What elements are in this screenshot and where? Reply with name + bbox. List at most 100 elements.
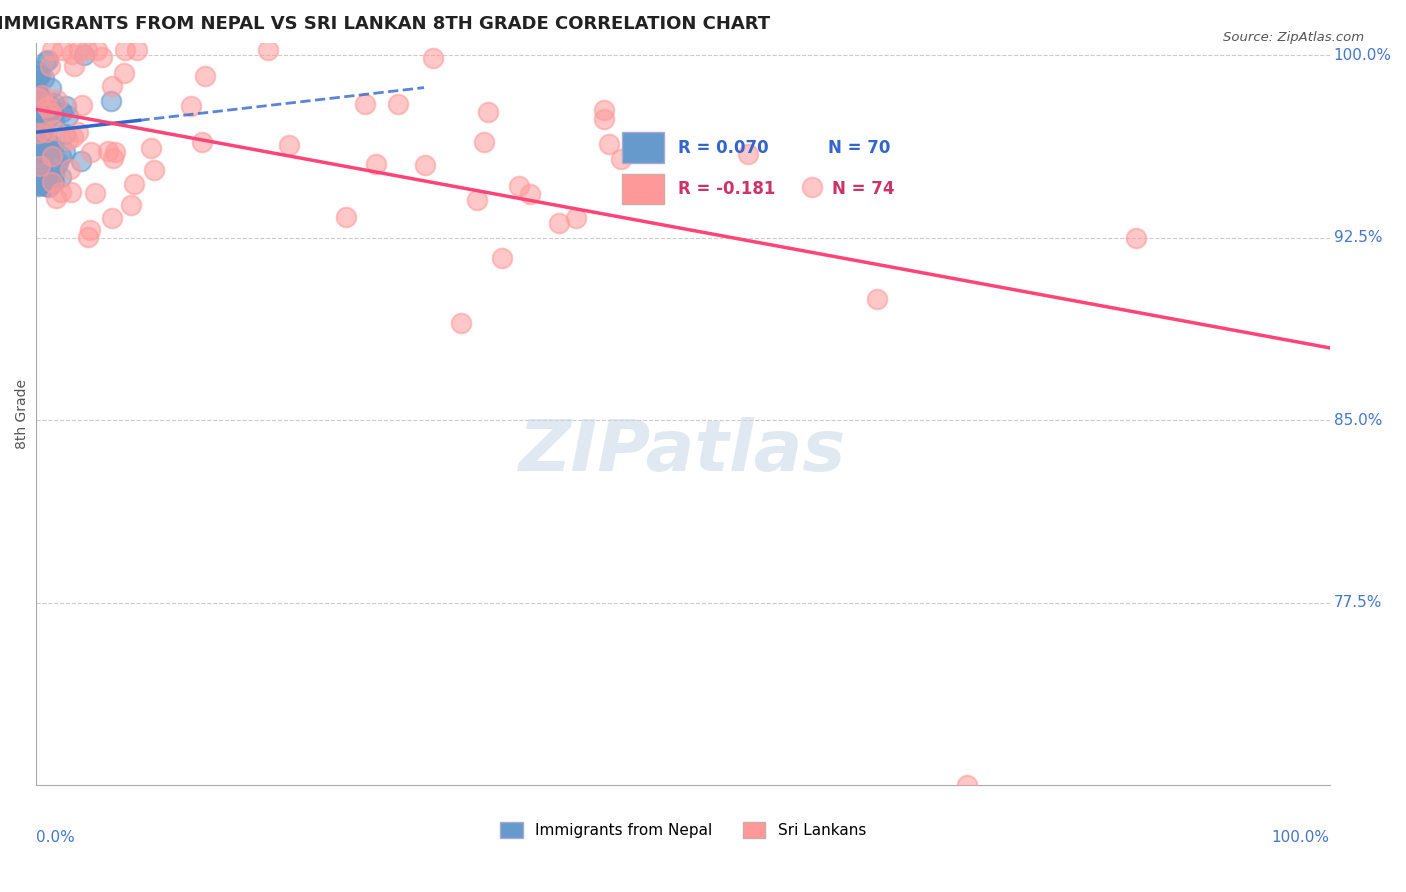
Point [41, 149, 63, 163]
Point [120, 198, 142, 212]
Point [28, 123, 51, 137]
Y-axis label: 8th Grade: 8th Grade [15, 379, 30, 449]
Point [27, 69, 49, 83]
Point [56, 133, 79, 147]
Point [27, 91, 49, 105]
Point [31, 159, 53, 173]
Point [41, 43, 63, 57]
Point [30, 178, 52, 192]
Point [27, 87, 49, 101]
Point [42, 95, 65, 110]
Point [42, 113, 65, 128]
Point [31, 139, 53, 153]
Point [80, 145, 103, 160]
Point [519, 186, 541, 201]
Point [422, 51, 444, 65]
Text: 100.0%: 100.0% [1272, 830, 1330, 845]
Point [1125, 231, 1147, 245]
Point [508, 178, 530, 193]
Point [30, 155, 52, 169]
Point [97, 144, 120, 158]
Point [387, 96, 409, 111]
Point [44, 175, 66, 189]
Point [51, 43, 73, 57]
Point [28, 68, 51, 82]
Point [593, 112, 616, 127]
Point [27, 126, 49, 140]
Point [413, 158, 436, 172]
Point [25, 128, 48, 143]
Point [472, 136, 495, 150]
Point [25, 108, 48, 122]
Point [30, 176, 52, 190]
Point [491, 251, 513, 265]
Point [70, 153, 93, 168]
Point [53, 145, 76, 159]
Point [86, 43, 108, 57]
Point [592, 103, 614, 118]
Point [49, 169, 72, 184]
Point [37, 112, 59, 126]
Point [27, 178, 49, 193]
Point [465, 193, 488, 207]
Point [104, 145, 127, 160]
Point [41, 175, 63, 189]
Point [35, 141, 58, 155]
Point [38, 107, 60, 121]
Point [103, 151, 125, 165]
Text: ZIPatlas: ZIPatlas [519, 417, 846, 485]
Point [38, 142, 60, 156]
Point [37, 54, 59, 68]
Point [28, 153, 51, 167]
Point [114, 43, 136, 57]
Point [364, 157, 387, 171]
Point [83, 186, 105, 200]
Point [32, 149, 55, 163]
Text: 100.0%: 100.0% [1334, 47, 1392, 62]
Point [354, 96, 377, 111]
Point [60, 186, 83, 200]
Point [67, 43, 90, 57]
Point [801, 180, 824, 194]
Point [32, 125, 55, 139]
Point [73, 48, 96, 62]
Point [45, 191, 67, 205]
Point [28, 178, 51, 192]
Point [956, 778, 979, 792]
Point [547, 215, 569, 229]
Point [450, 316, 472, 330]
Point [42, 104, 65, 119]
Point [45, 93, 67, 107]
Point [34, 114, 56, 128]
Point [32, 70, 55, 85]
Point [31, 119, 53, 133]
Point [59, 161, 82, 176]
Point [49, 149, 72, 163]
Point [101, 78, 124, 93]
Point [609, 152, 631, 166]
Point [27, 110, 49, 124]
Text: 0.0%: 0.0% [37, 830, 75, 845]
Point [27, 96, 49, 111]
Point [51, 105, 73, 120]
Point [101, 211, 124, 225]
Point [67, 125, 90, 139]
Point [27, 146, 49, 161]
Point [477, 105, 499, 120]
Point [70, 98, 93, 112]
Text: 77.5%: 77.5% [1334, 595, 1382, 610]
Point [35, 54, 58, 68]
Point [598, 136, 620, 151]
Point [335, 210, 357, 224]
Point [31, 87, 53, 102]
Point [25, 139, 48, 153]
Point [56, 109, 79, 123]
Point [624, 144, 647, 158]
Point [25, 130, 48, 145]
Point [39, 81, 62, 95]
Point [25, 86, 48, 100]
Point [112, 66, 135, 80]
Point [30, 122, 52, 136]
Point [55, 98, 77, 112]
Text: IMMIGRANTS FROM NEPAL VS SRI LANKAN 8TH GRADE CORRELATION CHART: IMMIGRANTS FROM NEPAL VS SRI LANKAN 8TH … [0, 15, 770, 33]
